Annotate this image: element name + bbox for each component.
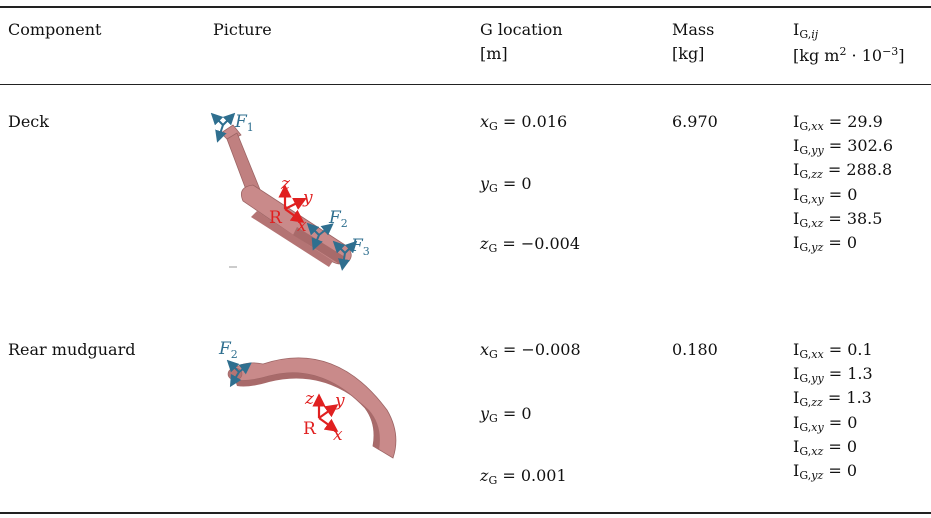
header-mass: Mass [kg] (672, 20, 715, 63)
inertia-yy: IG,yy = 302.6 (793, 136, 894, 158)
table-bottom-rule (0, 512, 931, 514)
row-deck-yg: yG = 0 (480, 174, 532, 195)
force-f1-arrows (210, 112, 236, 143)
row-deck-mass: 6.970 (672, 112, 718, 131)
label-x: x (333, 425, 343, 445)
row-mudguard-yg: yG = 0 (480, 404, 532, 425)
mudguard-picture: F2 z y x R (218, 339, 397, 459)
inertia-yz: IG,yz = 0 (793, 232, 858, 254)
row-deck-xg: xG = 0.016 (480, 112, 568, 133)
label-z: z (280, 174, 291, 194)
inertia-xx: IG,xx = 0.1 (793, 340, 873, 361)
force-f2-arrows (306, 222, 334, 251)
label-f2: F2 (218, 339, 238, 361)
row-mudguard-component: Rear mudguard (8, 340, 136, 359)
row-mudguard-zg: zG = 0.001 (480, 466, 567, 487)
label-y: y (302, 188, 313, 208)
table-top-rule (0, 6, 931, 8)
label-f1: F1 (234, 112, 254, 134)
reference-frame-r (278, 184, 307, 223)
label-f2: F2 (328, 208, 348, 230)
row-deck-component: Deck (8, 112, 49, 131)
label-f3: F3 (350, 236, 370, 258)
force-f3-arrows (332, 240, 358, 271)
label-y: y (334, 391, 345, 411)
header-component: Component (8, 20, 102, 39)
inertia-zz: IG,zz = 288.8 (793, 160, 893, 182)
row-mudguard-mass: 0.180 (672, 340, 718, 359)
row-deck-inertia: IG,xx = 29.9 IG,yy = 302.6 IG,zz = 288.8… (793, 110, 893, 255)
inertia-zz: IG,zz = 1.3 (793, 388, 872, 410)
inertia-yy: IG,yy = 1.3 (793, 364, 873, 386)
inertia-xy: IG,xy = 0 (793, 412, 858, 434)
row-mudguard-inertia: IG,xx = 0.1 IG,yy = 1.3 IG,zz = 1.3 IG,x… (793, 338, 873, 483)
label-x: x (297, 216, 307, 236)
inertia-xx: IG,xx = 29.9 (793, 112, 883, 133)
inertia-xz: IG,xz = 0 (793, 436, 857, 458)
inertia-xz: IG,xz = 38.5 (793, 208, 883, 230)
inertia-xy: IG,xy = 0 (793, 184, 858, 206)
deck-body (240, 184, 352, 267)
row-mudguard-xg: xG = −0.008 (480, 340, 581, 361)
header-inertia: IG,ij [kg m2 · 10−3] (793, 20, 905, 65)
label-r: R (303, 419, 317, 439)
header-picture: Picture (213, 20, 272, 39)
label-r: R (269, 208, 283, 228)
reference-frame-r (312, 393, 339, 432)
header-g-location: G location [m] (480, 20, 563, 63)
deck-picture: F1 F2 F3 z y x R (210, 112, 370, 271)
inertia-yz: IG,yz = 0 (793, 460, 858, 482)
row-deck-zg: zG = −0.004 (480, 234, 581, 255)
table-header-rule (0, 84, 931, 85)
force-f2-arrows (226, 359, 252, 388)
label-z: z (304, 389, 315, 409)
